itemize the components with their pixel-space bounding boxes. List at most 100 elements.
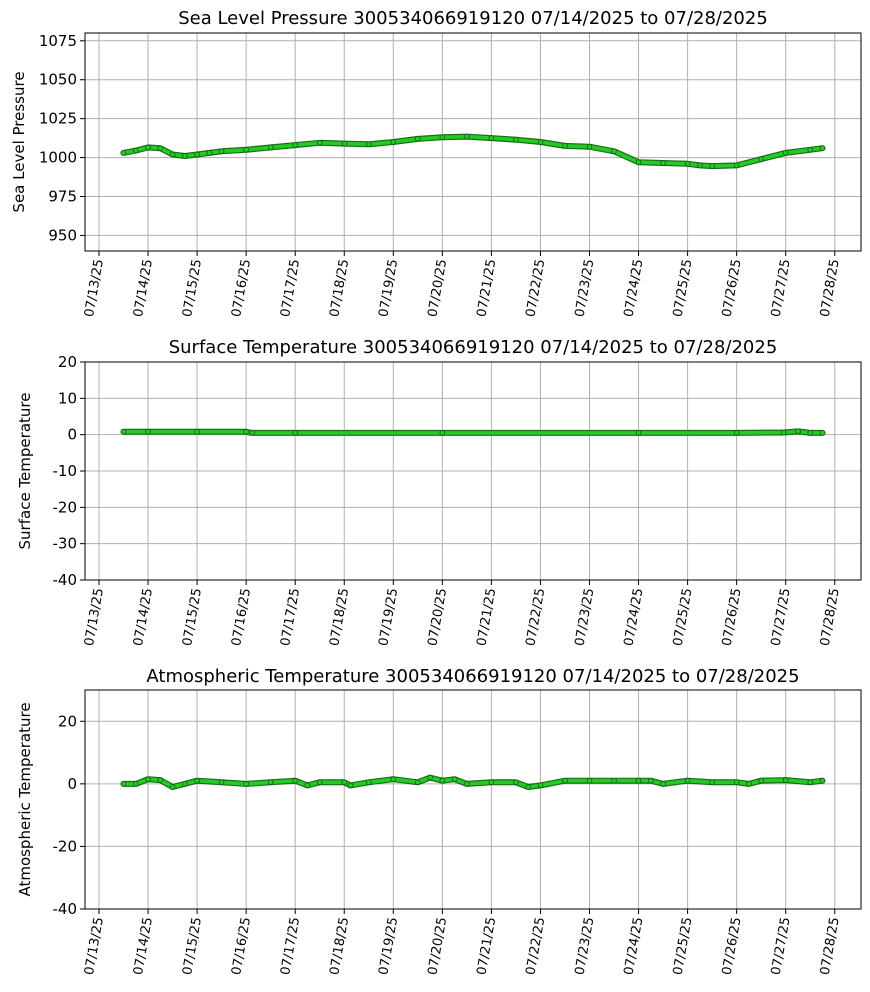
data-point <box>133 147 139 154</box>
axes-frame <box>84 689 862 910</box>
data-point <box>758 156 764 162</box>
x-tick-label: 07/15/25 <box>180 916 205 976</box>
x-tick-label: 07/21/25 <box>474 587 499 647</box>
x-tick-label: 07/26/25 <box>720 258 745 318</box>
data-point <box>562 143 568 149</box>
x-tick-label: 07/25/25 <box>671 258 696 318</box>
data-point <box>120 150 127 156</box>
x-tick-label: 07/18/25 <box>327 587 352 647</box>
data-point <box>488 779 495 786</box>
data-point <box>439 430 446 436</box>
data-point <box>807 779 813 786</box>
y-tick-label: -10 <box>53 462 78 480</box>
data-point <box>586 777 593 784</box>
x-tick-label: 07/23/25 <box>573 258 598 318</box>
data-point <box>182 781 188 787</box>
data-point <box>145 144 151 151</box>
x-tick-label: 07/13/25 <box>82 258 107 318</box>
data-point <box>439 134 446 141</box>
x-tick-label: 07/23/25 <box>573 587 598 647</box>
data-point <box>145 776 151 782</box>
y-tick-label: 950 <box>48 226 77 244</box>
data-point <box>292 430 299 436</box>
data-point <box>709 779 715 786</box>
x-tick-label: 07/22/25 <box>523 587 548 647</box>
data-point <box>611 777 617 784</box>
y-tick-label: 1050 <box>39 71 77 89</box>
data-point <box>635 159 642 166</box>
series-line <box>121 775 825 789</box>
data-point <box>304 782 311 789</box>
data-point <box>439 777 446 784</box>
x-tick-label: 07/16/25 <box>229 587 254 647</box>
y-axis-label: Surface Temperature <box>16 393 34 550</box>
axes-frame <box>84 32 862 252</box>
x-tick-label: 07/27/25 <box>769 916 794 976</box>
data-point <box>169 151 176 158</box>
x-tick-label: 07/15/25 <box>180 587 205 647</box>
data-point <box>133 781 139 787</box>
data-point <box>684 161 691 167</box>
data-point <box>157 145 164 152</box>
data-point <box>464 133 470 140</box>
x-tick-label: 07/15/25 <box>180 258 205 318</box>
x-tick-label: 07/20/25 <box>425 258 450 318</box>
data-point <box>807 430 813 436</box>
data-point <box>451 776 458 782</box>
data-point <box>120 428 127 435</box>
y-tick-label: 20 <box>58 712 77 730</box>
x-tick-label: 07/28/25 <box>818 587 843 647</box>
x-tick-label: 07/17/25 <box>278 587 303 647</box>
x-tick-label: 07/16/25 <box>229 258 254 318</box>
chart-panel-1: -40 -30 -20 -10 0 10 20 07/13/25 07/14/25 07/15/2… <box>16 337 862 647</box>
data-point <box>733 430 740 436</box>
y-tick-label: 10 <box>58 389 77 407</box>
data-point <box>365 779 372 786</box>
x-tick-label: 07/24/25 <box>622 258 647 318</box>
x-tick-label: 07/24/25 <box>622 587 647 647</box>
data-point <box>795 428 801 435</box>
x-tick-label: 07/13/25 <box>82 587 107 647</box>
y-tick-label: 1000 <box>39 149 77 167</box>
x-tick-label: 07/19/25 <box>376 258 401 318</box>
data-point <box>341 140 348 147</box>
x-tick-label: 07/22/25 <box>523 258 548 318</box>
data-point <box>243 781 249 787</box>
data-point <box>733 779 740 786</box>
x-tick-label: 07/13/25 <box>82 916 107 976</box>
x-tick-label: 07/27/25 <box>769 587 794 647</box>
y-tick-label: 1075 <box>39 32 77 50</box>
x-tick-label: 07/28/25 <box>818 916 843 976</box>
y-axis-label: Atmospheric Temperature <box>16 702 34 896</box>
data-point <box>157 777 164 783</box>
x-tick-label: 07/17/25 <box>278 258 303 318</box>
data-point <box>525 784 531 790</box>
chart-panel-0: 950 975 1000 1025 1050 1075 07/13/25 07/14/25 07… <box>10 8 862 318</box>
y-tick-label: 1025 <box>39 110 77 128</box>
chart-title: Sea Level Pressure 300534066919120 07/14… <box>178 8 768 29</box>
data-point <box>488 135 495 141</box>
series-line <box>121 429 825 435</box>
x-tick-label: 07/26/25 <box>720 587 745 647</box>
data-point <box>782 150 789 156</box>
data-point <box>513 779 519 786</box>
x-tick-label: 07/27/25 <box>769 258 794 318</box>
data-point <box>145 428 151 435</box>
y-tick-label: 975 <box>48 188 77 206</box>
x-tick-label: 07/26/25 <box>720 916 745 976</box>
data-point <box>537 782 544 789</box>
data-point <box>635 430 642 436</box>
data-point <box>513 136 519 143</box>
data-point <box>292 777 299 784</box>
data-point <box>819 145 826 152</box>
data-point <box>537 139 544 145</box>
series-line <box>121 134 825 168</box>
data-point <box>218 779 225 786</box>
data-point <box>243 428 249 435</box>
x-tick-label: 07/22/25 <box>523 916 548 976</box>
data-point <box>611 148 617 155</box>
data-point <box>347 782 354 789</box>
data-point <box>249 430 256 436</box>
data-point <box>316 140 323 146</box>
